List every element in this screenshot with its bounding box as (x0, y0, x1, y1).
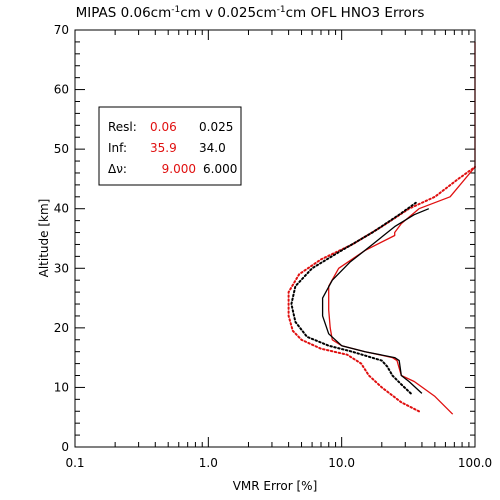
y-tick-label: 30 (54, 261, 69, 275)
legend-dnu-red: 9.000 (162, 162, 196, 176)
x-tick-label: 100.0 (458, 456, 492, 470)
series-group (287, 41, 476, 415)
legend-inf-red: 35.9 (150, 141, 177, 155)
series-red-dotted-line (287, 166, 476, 413)
x-tick-labels: 0.1 1.0 10.0 100.0 (65, 456, 492, 470)
title-part-3: cm OFL HNO3 Errors (286, 5, 425, 21)
series-red-solid-line (328, 41, 476, 415)
chart-title: MIPAS 0.06cm-1cm v 0.025cm-1cm OFL HNO3 … (76, 5, 425, 21)
legend-label-resl: Resl: (108, 120, 137, 134)
y-tick-labels: 0 10 20 30 40 50 60 70 (54, 23, 69, 454)
legend-label-inf: Inf: (108, 141, 127, 155)
legend-frame (98, 106, 242, 186)
y-tick-label: 20 (54, 321, 69, 335)
legend-resl-black: 0.025 (199, 120, 233, 134)
plot-frame (74, 29, 476, 448)
title-part-2: cm v 0.025cm (180, 5, 276, 21)
series-black-solid-line (321, 208, 430, 394)
title-sup-1: -1 (171, 5, 180, 15)
title-part-1: MIPAS 0.06cm (76, 5, 172, 21)
legend-box: Resl: 0.06 0.025 Inf: 35.9 34.0 Δν: 9.00… (98, 106, 242, 186)
legend-inf-black: 34.0 (199, 141, 226, 155)
y-tick-label: 60 (54, 83, 69, 97)
x-tick-label: 1.0 (199, 456, 218, 470)
axis-ticks (74, 29, 476, 448)
y-tick-label: 40 (54, 202, 69, 216)
y-tick-label: 50 (54, 142, 69, 156)
y-tick-label: 70 (54, 23, 69, 37)
title-sup-2: -1 (277, 5, 286, 15)
x-tick-label: 10.0 (328, 456, 355, 470)
y-axis-label: Altitude [km] (37, 199, 51, 278)
legend-dnu-black: 6.000 (203, 162, 237, 176)
x-axis-label: VMR Error [%] (233, 479, 318, 493)
series-black-dotted-line (290, 201, 417, 395)
y-tick-label: 0 (61, 440, 69, 454)
y-tick-label: 10 (54, 380, 69, 394)
legend-label-dnu: Δν: (108, 162, 127, 176)
x-tick-label: 0.1 (65, 456, 84, 470)
legend-resl-red: 0.06 (150, 120, 177, 134)
